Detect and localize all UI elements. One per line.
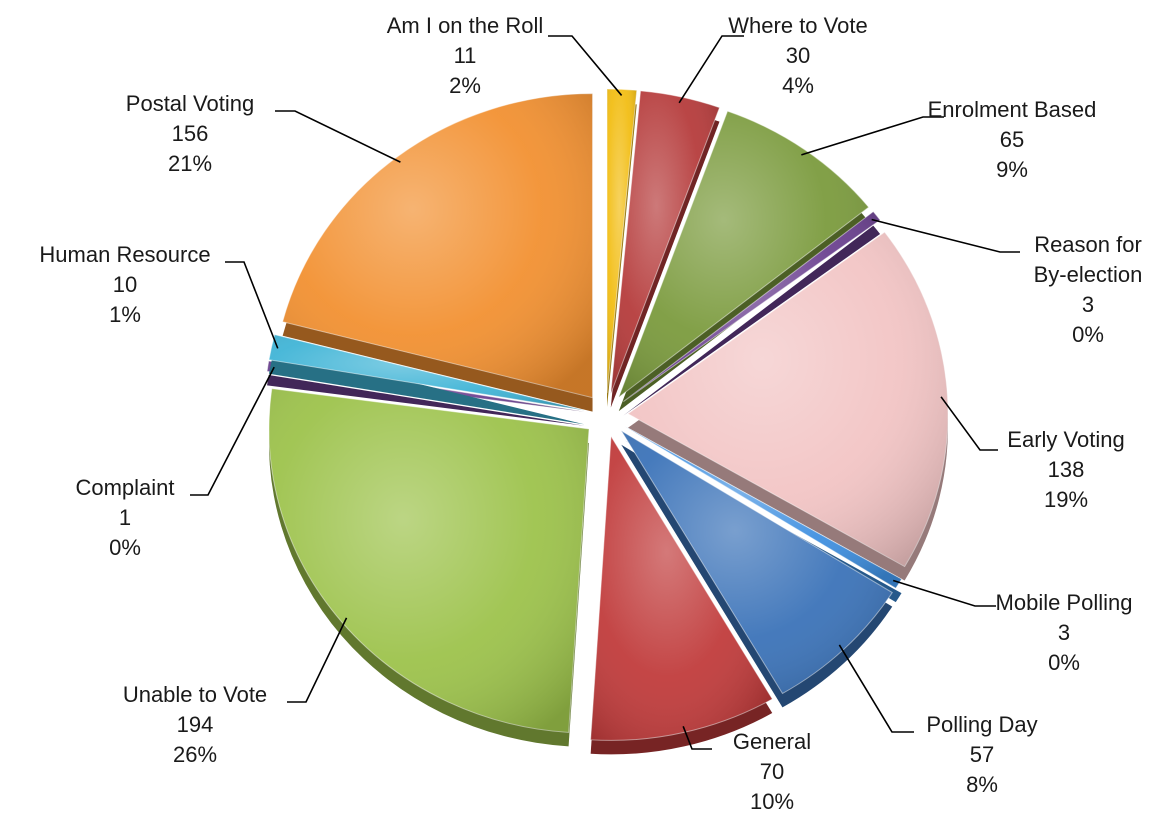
pie-slice-gloss [282, 93, 593, 398]
data-label-line: 11 [454, 43, 477, 68]
leader-line [287, 617, 348, 703]
pie-slice-reason-for-by-election [623, 210, 881, 416]
data-label: Reason for By-election 3 0% [1034, 232, 1143, 347]
data-label-line: Enrolment Based [928, 97, 1097, 122]
data-label-line: By-election [1034, 262, 1143, 287]
data-label-line: 1% [109, 302, 141, 327]
data-label-line: 4% [782, 73, 814, 98]
data-label-line: 65 [1000, 127, 1024, 152]
data-label: Early Voting 138 19% [1007, 427, 1124, 512]
data-label-line: 0% [1072, 322, 1104, 347]
data-label-line: 21% [168, 151, 212, 176]
data-label-line: 19% [1044, 487, 1088, 512]
pie-slice-polling-day [620, 430, 893, 708]
data-label: Polling Day 57 8% [926, 712, 1037, 797]
data-label-line: 0% [109, 535, 141, 560]
label-layer: Am I on the Roll 11 2% Where to Vote 30 4% Enr… [39, 13, 1142, 814]
leader-line [275, 110, 401, 163]
data-label-line: 8% [966, 772, 998, 797]
data-label-line: 9% [996, 157, 1028, 182]
leader-line [838, 644, 914, 733]
pie-slice-gloss [268, 388, 589, 733]
leader-line [801, 116, 944, 156]
pie-slice-general [590, 434, 773, 755]
data-label-line: 30 [786, 43, 810, 68]
data-label: Human Resource 10 1% [39, 242, 210, 327]
data-label-line: Am I on the Roll [387, 13, 544, 38]
pie-slice-gloss [618, 111, 869, 398]
data-label: Enrolment Based 65 9% [928, 97, 1097, 182]
data-label-line: 3 [1058, 620, 1070, 645]
data-label-line: Where to Vote [728, 13, 867, 38]
pie-slice-gloss [621, 430, 893, 694]
data-label: Mobile Polling 3 0% [996, 590, 1133, 675]
data-label-line: 57 [970, 742, 994, 767]
data-label-line: 194 [177, 712, 214, 737]
data-label-line: Complaint [75, 475, 174, 500]
pie-slice-gloss [627, 232, 948, 567]
data-label-line: Human Resource [39, 242, 210, 267]
data-label-line: 26% [173, 742, 217, 767]
leader-layer [190, 35, 1020, 750]
data-label-line: General [733, 729, 811, 754]
pie-slice-gloss [610, 90, 720, 394]
data-label-line: 1 [119, 505, 131, 530]
data-label-line: Unable to Vote [123, 682, 267, 707]
data-label: Postal Voting 156 21% [126, 91, 254, 176]
data-label-line: Early Voting [1007, 427, 1124, 452]
leader-line [225, 261, 279, 349]
leader-line [190, 366, 275, 496]
leader-line [678, 35, 744, 104]
pie-slice-where-to-vote [610, 90, 721, 408]
data-label-line: 156 [172, 121, 209, 146]
pie-slice-gloss [624, 426, 902, 589]
pie-slice-postal-voting [282, 93, 594, 412]
data-label-line: 70 [760, 759, 784, 784]
leader-line [871, 218, 1020, 253]
data-label: Unable to Vote 194 26% [123, 682, 267, 767]
data-label-line: Mobile Polling [996, 590, 1133, 615]
pie-slice-side [267, 374, 585, 426]
data-label-line: Polling Day [926, 712, 1037, 737]
data-label: Complaint 1 0% [75, 475, 174, 560]
leader-line [940, 396, 998, 451]
pie-slice-unable-to-vote [268, 388, 590, 747]
pie-slice-early-voting [627, 231, 949, 581]
pie-slice-human-resource [268, 333, 585, 425]
leader-line [682, 726, 712, 750]
pie-slice-gloss [607, 89, 637, 394]
data-label-line: 3 [1082, 292, 1094, 317]
pie-slice-gloss [268, 334, 585, 411]
data-label-line: 2% [449, 73, 481, 98]
data-label: Am I on the Roll 11 2% [387, 13, 544, 98]
data-label-line: Reason for [1034, 232, 1142, 257]
pie-slice-gloss [623, 211, 881, 402]
leader-line [548, 35, 623, 96]
pie-slice-side [623, 225, 881, 416]
data-label-line: 10% [750, 789, 794, 814]
pie-slice-am-i-on-the-roll [606, 88, 638, 408]
data-label-line: Postal Voting [126, 91, 254, 116]
pie-slice-gloss [590, 436, 773, 741]
data-label-line: 10 [113, 272, 137, 297]
slice-layer [266, 88, 949, 755]
leader-line [892, 579, 996, 607]
data-label: General 70 10% [733, 729, 811, 814]
pie-slice-enrolment-based [617, 110, 870, 412]
data-label-line: 138 [1048, 457, 1085, 482]
data-label: Where to Vote 30 4% [728, 13, 867, 98]
data-label-line: 0% [1048, 650, 1080, 675]
